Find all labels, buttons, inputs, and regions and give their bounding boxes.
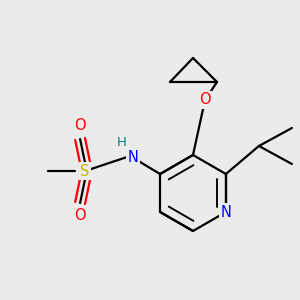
Text: N: N xyxy=(220,205,231,220)
Text: O: O xyxy=(74,208,86,224)
Text: S: S xyxy=(80,164,90,178)
Text: O: O xyxy=(74,118,86,134)
Text: H: H xyxy=(117,136,127,148)
Text: O: O xyxy=(199,92,211,107)
Text: N: N xyxy=(128,151,139,166)
